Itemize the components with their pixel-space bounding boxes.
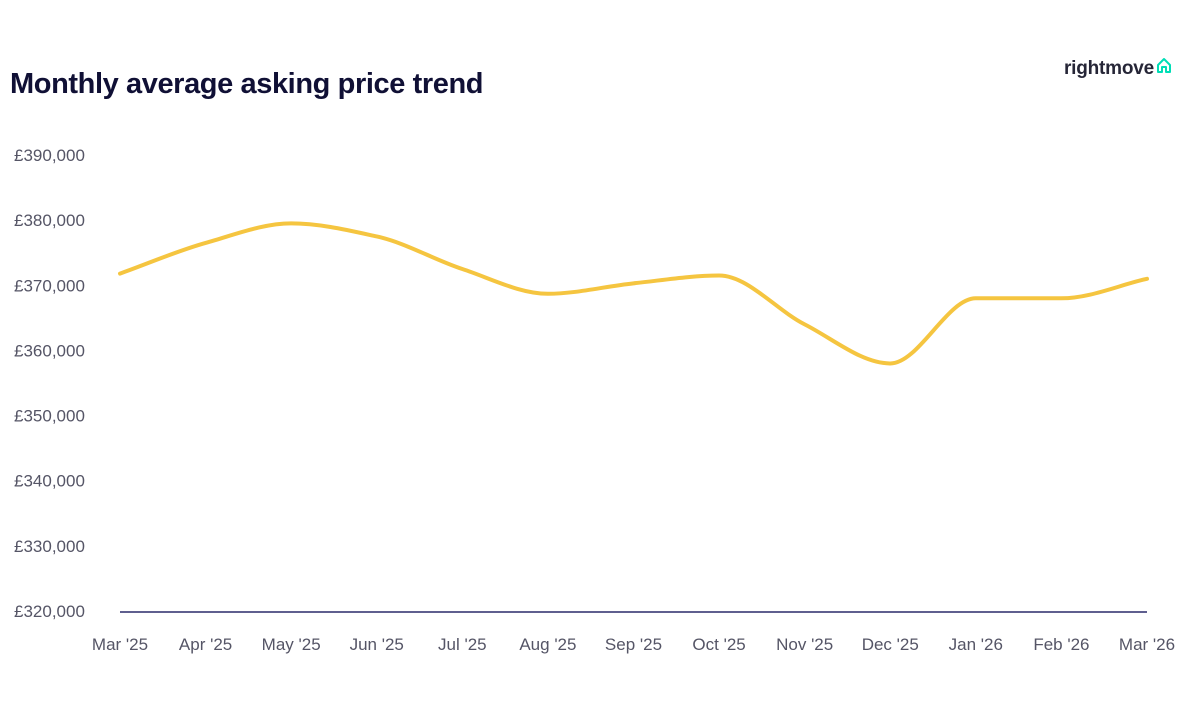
data-point [716, 273, 722, 279]
x-tick-label: Mar '26 [1119, 635, 1175, 654]
x-tick-label: Apr '25 [179, 635, 232, 654]
x-tick-label: May '25 [262, 635, 321, 654]
x-tick-label: Dec '25 [862, 635, 919, 654]
x-tick-label: Jun '25 [350, 635, 404, 654]
data-point [802, 321, 808, 327]
x-tick-label: Jul '25 [438, 635, 487, 654]
y-axis-labels: £320,000 £330,000 £340,000 £350,000 £360,000… [14, 146, 85, 621]
data-point [459, 266, 465, 272]
data-point [288, 220, 294, 226]
data-point [203, 240, 209, 246]
y-tick-label: £390,000 [14, 146, 85, 165]
data-points [117, 220, 1150, 366]
data-point [887, 360, 893, 366]
x-tick-label: Oct '25 [692, 635, 745, 654]
x-axis-labels: Mar '25 Apr '25 May '25 Jun '25 Jul '25 Aug '… [92, 635, 1175, 654]
y-tick-label: £380,000 [14, 211, 85, 230]
x-tick-label: Nov '25 [776, 635, 833, 654]
data-point [374, 233, 380, 239]
data-point [545, 291, 551, 297]
y-tick-label: £350,000 [14, 407, 85, 426]
x-tick-label: Feb '26 [1033, 635, 1089, 654]
data-point [117, 271, 123, 277]
y-tick-label: £320,000 [14, 602, 85, 621]
data-point [1058, 295, 1064, 301]
data-point [1144, 276, 1150, 282]
house-icon [1157, 58, 1171, 73]
series-line-average-asking-price [118, 221, 1149, 366]
chart-title: Monthly average asking price trend [10, 68, 484, 100]
x-tick-label: Aug '25 [519, 635, 576, 654]
x-tick-label: Sep '25 [605, 635, 662, 654]
x-tick-label: Jan '26 [949, 635, 1003, 654]
y-tick-label: £330,000 [14, 537, 85, 556]
brand-logo: rightmove [1064, 58, 1172, 80]
x-tick-label: Mar '25 [92, 635, 148, 654]
y-tick-label: £370,000 [14, 276, 85, 295]
data-point [631, 280, 637, 286]
y-tick-label: £360,000 [14, 341, 85, 360]
data-point [973, 295, 979, 301]
brand-name: rightmove [1063, 58, 1154, 79]
y-tick-label: £340,000 [14, 472, 85, 491]
